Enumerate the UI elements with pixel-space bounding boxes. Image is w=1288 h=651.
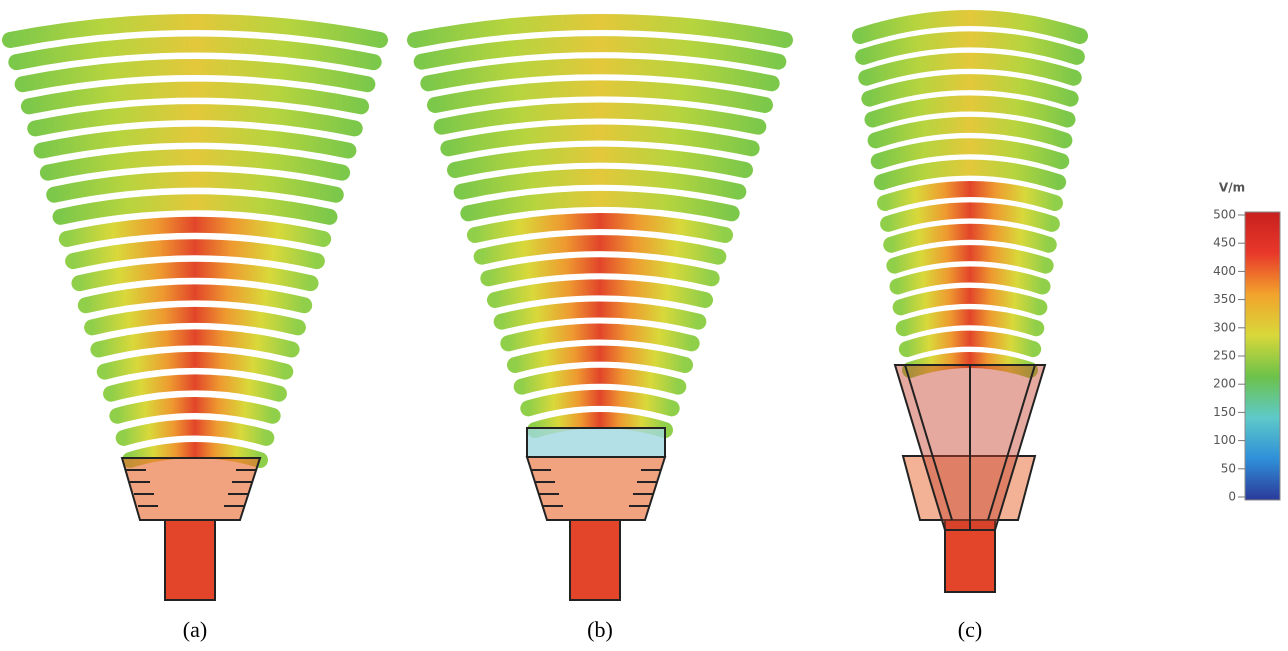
- wavefront: [84, 306, 306, 336]
- wavefront: [870, 138, 1070, 170]
- wavefront: [77, 284, 313, 314]
- wavefront: [427, 80, 773, 113]
- wavefront: [71, 261, 319, 292]
- field-waves: [2, 10, 1088, 468]
- colorbar-tick-label: 150: [1213, 405, 1236, 419]
- panel-label: (b): [587, 617, 613, 642]
- wavefront: [858, 52, 1082, 86]
- wavefront: [873, 159, 1067, 191]
- wavefront: [122, 442, 268, 468]
- colorbar-tick-label: 500: [1213, 208, 1236, 222]
- wavefront: [46, 171, 344, 203]
- colorbar-tick-label: 300: [1213, 320, 1236, 334]
- wavefront: [33, 126, 357, 159]
- wavefront: [898, 330, 1042, 358]
- wavefront: [500, 323, 700, 352]
- wavefront: [8, 36, 382, 71]
- wavefront: [889, 266, 1051, 295]
- wavefront: [96, 351, 294, 380]
- horn-b: [525, 427, 667, 601]
- colorbar-tick-label: 50: [1221, 461, 1236, 475]
- wavefront: [513, 367, 687, 395]
- wavefront: [880, 202, 1060, 232]
- wavefront: [886, 245, 1054, 274]
- colorbar-tick-label: 350: [1213, 292, 1236, 306]
- colorbar-tick-label: 400: [1213, 264, 1236, 278]
- wavefront: [507, 345, 693, 373]
- panel-label: (a): [183, 617, 207, 642]
- wavefront: [855, 31, 1085, 65]
- colorbar-tick-label: 100: [1213, 433, 1236, 447]
- wavefront: [895, 309, 1045, 337]
- wavefront: [2, 14, 388, 48]
- colorbar-unit: V/m: [1219, 181, 1245, 195]
- wavefront: [480, 257, 720, 287]
- wavefront: [902, 352, 1038, 378]
- wavefront: [27, 104, 363, 137]
- wavefront: [892, 287, 1048, 316]
- wavefront: [413, 36, 787, 70]
- wavefront: [407, 14, 793, 48]
- colorbar-tick-label: 250: [1213, 349, 1236, 363]
- wavefront: [473, 235, 727, 265]
- wavefront: [467, 213, 733, 243]
- wavefront: [14, 59, 376, 93]
- wavefront: [867, 116, 1073, 149]
- wavefront: [877, 181, 1063, 211]
- wavefront: [103, 374, 287, 402]
- wavefront: [447, 146, 753, 178]
- horn-a: [120, 457, 262, 601]
- wavefront: [852, 10, 1088, 44]
- wavefront: [109, 397, 281, 424]
- wavefront: [90, 329, 300, 358]
- colorbar-tick-label: 450: [1213, 236, 1236, 250]
- wavefront: [20, 81, 370, 115]
- wavefront: [883, 223, 1057, 253]
- panel-label: (c): [958, 617, 982, 642]
- wavefront: [861, 74, 1079, 107]
- wavefront: [520, 389, 680, 417]
- wavefront: [39, 149, 351, 181]
- horn-c: [893, 364, 1047, 593]
- wavefront: [493, 301, 707, 330]
- wavefront: [460, 190, 740, 222]
- colorbar-tick-label: 200: [1213, 377, 1236, 391]
- wavefront: [420, 58, 780, 92]
- wavefront: [115, 419, 275, 446]
- wavefront: [58, 216, 332, 247]
- wavefront: [487, 279, 713, 308]
- wavefront: [527, 412, 673, 438]
- colorbar-tick-label: 0: [1228, 490, 1236, 504]
- wavefront: [52, 194, 338, 225]
- wavefront: [453, 168, 747, 200]
- wavefront: [864, 95, 1076, 128]
- colorbar: [1244, 211, 1281, 501]
- wavefront: [440, 124, 760, 157]
- wavefront: [433, 102, 767, 135]
- wavefront: [65, 239, 325, 270]
